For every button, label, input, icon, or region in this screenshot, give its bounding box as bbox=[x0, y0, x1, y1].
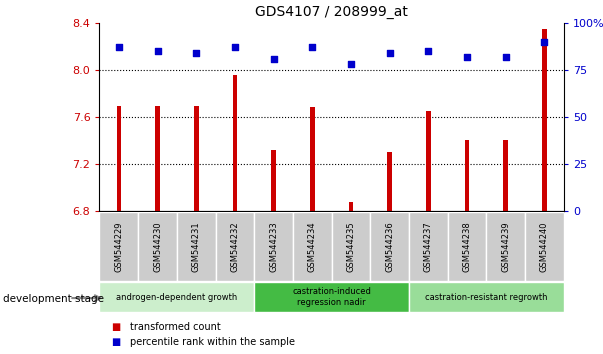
Point bbox=[308, 45, 317, 50]
Text: ■: ■ bbox=[112, 337, 121, 347]
Bar bbox=[216, 212, 254, 281]
Point bbox=[501, 54, 511, 59]
Point bbox=[385, 50, 394, 56]
Text: GSM544234: GSM544234 bbox=[308, 222, 317, 272]
Point bbox=[114, 45, 124, 50]
Bar bbox=[177, 212, 216, 281]
Text: GSM544238: GSM544238 bbox=[463, 222, 472, 272]
Bar bbox=[409, 212, 447, 281]
Text: GSM544237: GSM544237 bbox=[424, 222, 433, 272]
Text: GSM544236: GSM544236 bbox=[385, 222, 394, 272]
Text: development stage: development stage bbox=[3, 294, 104, 304]
Bar bbox=[487, 212, 525, 281]
Title: GDS4107 / 208999_at: GDS4107 / 208999_at bbox=[255, 5, 408, 19]
Point bbox=[540, 39, 549, 45]
Text: GSM544230: GSM544230 bbox=[153, 222, 162, 272]
Text: GSM544235: GSM544235 bbox=[347, 222, 356, 272]
Bar bbox=[310, 107, 315, 211]
Bar bbox=[370, 212, 409, 281]
Point bbox=[230, 45, 240, 50]
Text: GSM544232: GSM544232 bbox=[230, 222, 239, 272]
Bar bbox=[525, 212, 564, 281]
Bar bbox=[254, 212, 293, 281]
Text: GSM544240: GSM544240 bbox=[540, 222, 549, 272]
Text: castration-induced
regression nadir: castration-induced regression nadir bbox=[292, 287, 371, 307]
Bar bbox=[465, 140, 469, 211]
Text: percentile rank within the sample: percentile rank within the sample bbox=[130, 337, 295, 347]
Bar bbox=[99, 282, 254, 312]
Text: ■: ■ bbox=[112, 322, 121, 332]
Text: androgen-dependent growth: androgen-dependent growth bbox=[116, 293, 238, 302]
Bar bbox=[254, 282, 409, 312]
Bar bbox=[409, 282, 564, 312]
Bar bbox=[332, 212, 370, 281]
Bar bbox=[155, 106, 160, 211]
Bar bbox=[116, 106, 121, 211]
Bar bbox=[542, 29, 547, 211]
Point bbox=[153, 48, 162, 54]
Bar bbox=[293, 212, 332, 281]
Text: GSM544231: GSM544231 bbox=[192, 222, 201, 272]
Bar bbox=[194, 106, 198, 211]
Text: GSM544229: GSM544229 bbox=[115, 222, 124, 272]
Point bbox=[269, 56, 279, 62]
Bar bbox=[504, 140, 508, 211]
Text: transformed count: transformed count bbox=[130, 322, 220, 332]
Bar bbox=[426, 111, 431, 211]
Bar bbox=[271, 150, 276, 211]
Point bbox=[463, 54, 472, 59]
Bar bbox=[99, 212, 138, 281]
Bar bbox=[138, 212, 177, 281]
Text: GSM544233: GSM544233 bbox=[269, 222, 278, 272]
Bar bbox=[387, 152, 392, 211]
Bar bbox=[447, 212, 487, 281]
Bar bbox=[349, 202, 353, 211]
Text: GSM544239: GSM544239 bbox=[501, 222, 510, 272]
Point bbox=[423, 48, 433, 54]
Point bbox=[346, 62, 356, 67]
Point bbox=[191, 50, 201, 56]
Text: castration-resistant regrowth: castration-resistant regrowth bbox=[425, 293, 548, 302]
Bar bbox=[233, 75, 237, 211]
